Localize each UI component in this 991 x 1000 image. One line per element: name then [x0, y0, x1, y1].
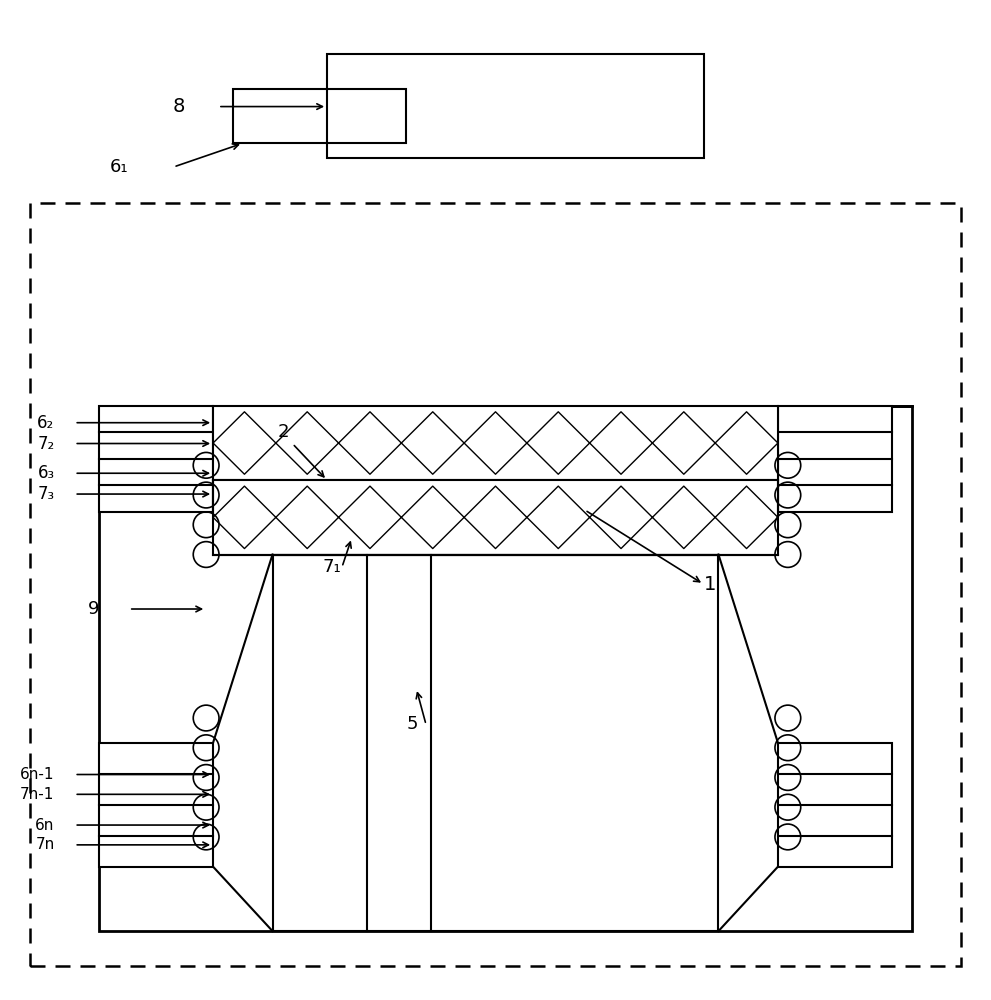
Bar [233, 89, 406, 143]
Text: 7₁: 7₁ [322, 558, 341, 576]
Text: 7n-1: 7n-1 [20, 787, 55, 802]
Text: 7₃: 7₃ [38, 485, 55, 503]
Text: 6₂: 6₂ [38, 414, 55, 432]
Bar [99, 406, 213, 512]
Text: 6₃: 6₃ [38, 464, 55, 482]
Text: 6n-1: 6n-1 [20, 767, 55, 782]
Text: 5: 5 [406, 715, 418, 733]
Text: 7₂: 7₂ [38, 435, 55, 453]
Text: 6n: 6n [35, 818, 55, 833]
Bar [30, 203, 961, 966]
Text: 1: 1 [704, 575, 716, 594]
Bar [213, 406, 778, 480]
Text: 6₁: 6₁ [110, 158, 128, 176]
Bar [99, 406, 912, 931]
Bar [99, 743, 213, 867]
Bar [213, 480, 778, 555]
Text: 2: 2 [277, 423, 289, 441]
Text: 8: 8 [172, 97, 184, 116]
Bar [778, 743, 892, 867]
Bar [273, 555, 718, 931]
Bar [778, 406, 892, 512]
Bar [327, 54, 704, 158]
Text: 7n: 7n [36, 837, 55, 852]
Text: 9: 9 [87, 600, 99, 618]
